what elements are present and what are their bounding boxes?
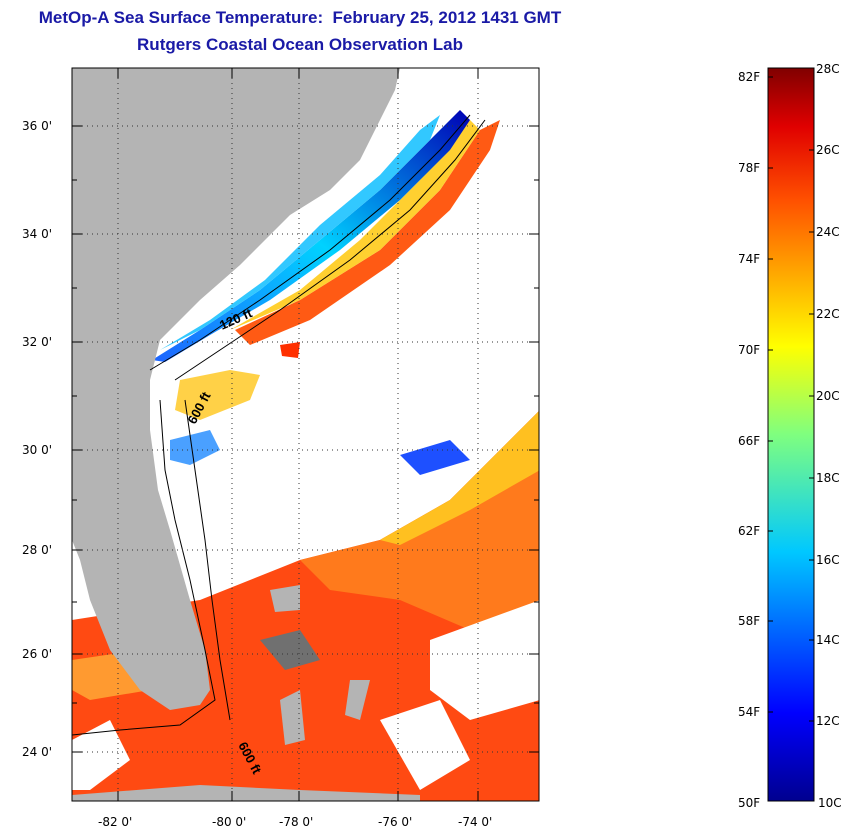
isobath-florida — [72, 399, 216, 736]
lon-label: -80 0' — [212, 815, 247, 829]
sst-patch — [175, 370, 260, 420]
colorbar-f-label: 50F — [738, 796, 761, 810]
bahamas-island — [260, 630, 320, 670]
colorbar-c-label: 18C — [816, 471, 840, 485]
colorbar-c-label: 26C — [816, 143, 840, 157]
colorbar — [767, 67, 815, 802]
colorbar-f-label: 58F — [738, 614, 761, 628]
lat-label: 34 0' — [22, 227, 53, 241]
colorbar-c-label: 16C — [816, 553, 840, 567]
yellow-band — [380, 411, 539, 545]
lon-label: -74 0' — [458, 815, 493, 829]
lon-ticks — [117, 68, 479, 801]
colorbar-f-label: 82F — [738, 70, 761, 84]
lat-label: 30 0' — [22, 443, 53, 457]
isobath-florida-outer — [184, 399, 231, 721]
lat-label: 36 0' — [22, 119, 53, 133]
colorbar-c-label: 28C — [816, 62, 840, 76]
cloud-patch — [430, 600, 539, 720]
map-field: 120 ft 600 ft 600 ft — [72, 68, 539, 801]
land-mass — [72, 68, 400, 710]
sst-patch — [170, 430, 220, 465]
cloud-patch — [72, 720, 130, 790]
colorbar-f-label: 62F — [738, 524, 761, 538]
colorbar-c-label: 14C — [816, 633, 840, 647]
bahamas-island — [270, 585, 300, 612]
colorbar-ticks — [768, 76, 814, 722]
isobath-600ft — [174, 119, 486, 381]
map-title: MetOp-A Sea Surface Temperature: Februar… — [38, 8, 562, 27]
lat-label: 28 0' — [22, 543, 53, 557]
colorbar-c-label: 22C — [816, 307, 840, 321]
lon-label: -78 0' — [279, 815, 314, 829]
colorbar-c-label: 12C — [816, 714, 840, 728]
sst-patch — [280, 342, 300, 358]
colorbar-f-label: 74F — [738, 252, 761, 266]
lon-label: -76 0' — [378, 815, 413, 829]
isobath-120ft — [149, 114, 471, 371]
lat-label: 24 0' — [22, 745, 53, 759]
colorbar-f-label: 54F — [738, 705, 761, 719]
shelf-cold-water — [152, 110, 470, 362]
colorbar-c-label: 24C — [816, 225, 840, 239]
colorbar-c-label: 10C — [818, 796, 842, 810]
colorbar-f-label: 78F — [738, 161, 761, 175]
map-frame — [71, 67, 540, 802]
sst-patch — [400, 440, 470, 475]
lat-label: 32 0' — [22, 335, 53, 349]
colorbar-f-label: 66F — [738, 434, 761, 448]
lat-ticks — [72, 125, 539, 753]
cuba-coast — [72, 785, 420, 801]
map-subtitle: Rutgers Coastal Ocean Observation Lab — [137, 35, 463, 54]
colorbar-c-label: 20C — [816, 389, 840, 403]
lon-label: -82 0' — [98, 815, 133, 829]
cloud-patch — [380, 700, 470, 790]
graticule — [72, 68, 539, 801]
bahamas-island — [345, 680, 370, 720]
colorbar-f-label: 70F — [738, 343, 761, 357]
lat-label: 26 0' — [22, 647, 53, 661]
